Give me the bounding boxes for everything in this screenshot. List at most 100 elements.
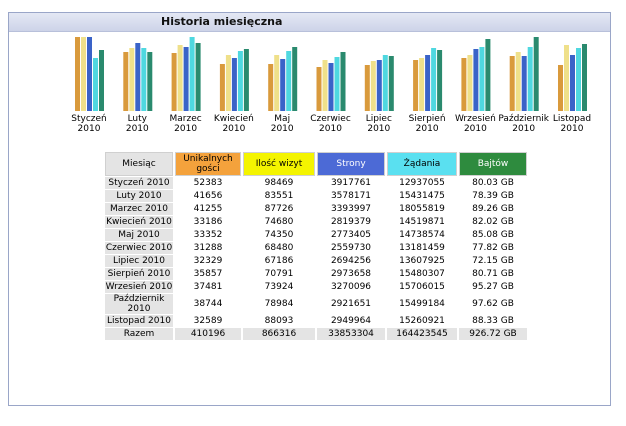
bar-bandwidth-6	[388, 56, 394, 111]
header-unique-visitors: Unikalnych gości	[175, 152, 241, 176]
bar-visits-3	[225, 55, 231, 111]
cell-bandwidth: 72.15 GB	[472, 256, 514, 266]
header-bandwidth: Bajtów	[459, 152, 527, 176]
bar-visitors-7	[413, 60, 419, 111]
month-label: Maj 2010	[256, 114, 308, 134]
bar-bandwidth-3	[243, 49, 249, 111]
month-year: 2010	[463, 124, 487, 134]
header-month: Miesiąc	[105, 152, 173, 176]
cell-pages: 2559730	[330, 243, 372, 253]
total-bandwidth: 926.72 GB	[459, 328, 527, 340]
total-pages: 33853304	[317, 328, 385, 340]
bar-visits-10	[564, 45, 569, 111]
cell-month: Październik 2010	[105, 294, 173, 314]
cell-visitors: 33352	[193, 230, 223, 240]
cell-visitors: 52383	[193, 178, 223, 188]
table-row: Styczeń 2010 52383 98469 3917761 12937055 80.…	[105, 177, 527, 189]
cell-hits: 13607925	[399, 256, 445, 266]
cell-visits: 78984	[264, 299, 294, 309]
cell-pages: 2694256	[330, 256, 372, 266]
cell-pages: 2819379	[330, 217, 372, 227]
total-visits: 866316	[243, 328, 315, 340]
month-name: Maj	[274, 114, 291, 124]
cell-bandwidth: 97.62 GB	[472, 299, 514, 309]
cell-hits: 14738574	[399, 230, 445, 240]
cell-bandwidth: 77.82 GB	[472, 243, 514, 253]
bar-bandwidth-4	[292, 47, 298, 111]
cell-visits: 98469	[264, 178, 294, 188]
bar-visits-5	[322, 60, 328, 111]
month-label: Kwiecień 2010	[208, 114, 260, 134]
bar-visits-0	[81, 37, 86, 111]
bar-hits-10	[576, 48, 581, 111]
month-name: Sierpień	[408, 114, 446, 124]
table-row: Czerwiec 2010 31288 68480 2559730 13181459 77…	[105, 242, 527, 254]
panel-title: Historia miesięczna	[161, 15, 283, 28]
month-name: Kwiecień	[213, 114, 254, 124]
cell-hits: 15431475	[399, 191, 445, 201]
cell-hits: 15706015	[399, 282, 445, 292]
month-year: 2010	[125, 124, 149, 134]
table-row: Wrzesień 2010 37481 73924 3270096 15706015 95…	[105, 281, 527, 293]
cell-bandwidth: 95.27 GB	[472, 282, 514, 292]
bar-pages-2	[183, 47, 189, 111]
month-label: Sierpień 2010	[401, 114, 453, 134]
bar-pages-0	[87, 37, 92, 111]
month-label: Wrzesień 2010	[449, 114, 501, 134]
cell-month: Styczeń 2010	[105, 177, 173, 189]
cell-visits: 88093	[264, 316, 294, 326]
cell-bandwidth: 80.03 GB	[472, 178, 514, 188]
bar-visits-9	[515, 52, 521, 111]
bar-visitors-5	[316, 67, 322, 111]
table-row: Lipiec 2010 32329 67186 2694256 13607925 72.1…	[105, 255, 527, 267]
bar-visits-8	[467, 55, 473, 111]
cell-visitors: 37481	[193, 282, 223, 292]
cell-month: Kwiecień 2010	[105, 216, 173, 228]
cell-visitors: 31288	[193, 243, 223, 253]
header-pages: Strony	[317, 152, 385, 176]
bar-bandwidth-0	[99, 50, 104, 111]
bar-hits-2	[189, 37, 195, 111]
cell-pages: 3270096	[330, 282, 372, 292]
bar-visitors-1	[123, 52, 129, 111]
header-hits: Żądania	[387, 152, 457, 176]
month-year: 2010	[222, 124, 246, 134]
bar-pages-8	[473, 49, 479, 111]
month-year: 2010	[174, 124, 198, 134]
cell-pages: 2949964	[330, 316, 372, 326]
cell-visitors: 41656	[193, 191, 223, 201]
month-name: Luty	[127, 114, 147, 124]
bar-hits-4	[286, 51, 292, 111]
cell-visitors: 38744	[193, 299, 223, 309]
monthly-history-table: Miesiąc Unikalnych gości Ilość wizyt Str…	[103, 151, 529, 341]
total-visitors: 410196	[175, 328, 241, 340]
bar-visits-2	[177, 45, 183, 111]
cell-visits: 73924	[264, 282, 294, 292]
bar-bandwidth-2	[195, 43, 201, 111]
cell-hits: 12937055	[399, 178, 445, 188]
cell-visits: 68480	[264, 243, 294, 253]
bar-pages-3	[231, 58, 237, 111]
cell-bandwidth: 82.02 GB	[472, 217, 514, 227]
cell-month: Listopad 2010	[105, 315, 173, 327]
cell-month: Sierpień 2010	[105, 268, 173, 280]
cell-visitors: 33186	[193, 217, 223, 227]
cell-visits: 74350	[264, 230, 294, 240]
cell-pages: 3578171	[330, 191, 372, 201]
table-row: Listopad 2010 32589 88093 2949964 15260921 88…	[105, 315, 527, 327]
month-name: Czerwiec	[310, 114, 351, 124]
bar-bandwidth-5	[340, 52, 346, 111]
cell-month: Luty 2010	[105, 190, 173, 202]
month-label: Październik 2010	[498, 114, 550, 134]
cell-hits: 15499184	[399, 299, 445, 309]
cell-pages: 3393997	[330, 204, 372, 214]
cell-visitors: 35857	[193, 269, 223, 279]
cell-month: Maj 2010	[105, 229, 173, 241]
bar-visits-4	[274, 55, 280, 111]
table-row: Maj 2010 33352 74350 2773405 14738574 85.08 G…	[105, 229, 527, 241]
cell-hits: 18055819	[399, 204, 445, 214]
bar-hits-3	[237, 51, 243, 111]
bar-visitors-9	[509, 56, 515, 111]
table-header-row: Miesiąc Unikalnych gości Ilość wizyt Str…	[105, 152, 527, 176]
bar-visitors-10	[558, 65, 563, 111]
